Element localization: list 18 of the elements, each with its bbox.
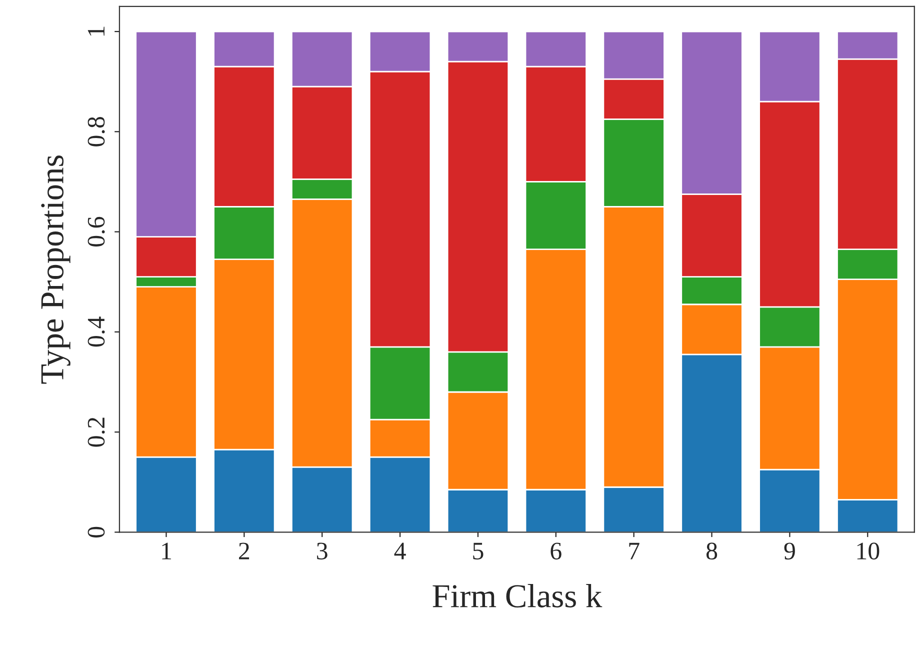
x-tick-label: 1 bbox=[162, 542, 171, 560]
x-tick-label: 10 bbox=[857, 542, 880, 560]
y-tick-label: 1 bbox=[88, 26, 104, 36]
y-tick-label: 0.2 bbox=[88, 418, 105, 447]
x-tick-label: 4 bbox=[394, 542, 406, 560]
y-tick-label: 0 bbox=[88, 526, 105, 538]
x-tick-label: 5 bbox=[473, 542, 484, 560]
x-tick-label: 2 bbox=[239, 542, 250, 560]
y-tick-label: 0.6 bbox=[88, 216, 105, 246]
x-tick-label: 6 bbox=[550, 542, 562, 560]
x-tick-label: 8 bbox=[706, 542, 718, 560]
y-tick-label: 0.8 bbox=[88, 116, 105, 146]
y-axis-title: Type Proportions bbox=[41, 156, 70, 384]
x-axis-title: Firm Class k bbox=[432, 584, 602, 608]
x-tick-label: 7 bbox=[629, 542, 640, 560]
x-tick-label: 3 bbox=[317, 542, 328, 560]
x-tick-label: 9 bbox=[784, 542, 795, 560]
y-tick-label: 0.4 bbox=[88, 316, 105, 347]
